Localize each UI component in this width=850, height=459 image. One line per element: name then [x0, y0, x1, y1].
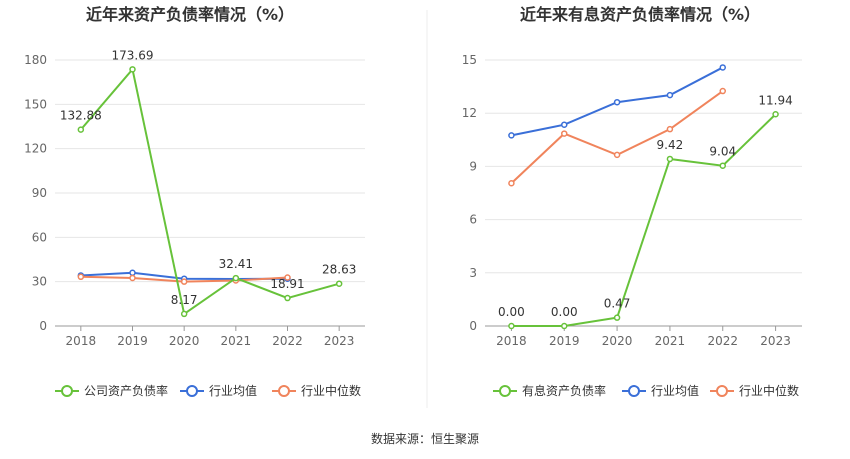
chart-title: 近年来资产负债率情况（%）	[86, 5, 294, 24]
series-line	[80, 67, 340, 316]
x-tick-label: 2021	[655, 334, 686, 348]
data-point	[180, 278, 188, 285]
x-tick-label: 2020	[169, 334, 200, 348]
data-label: 132.88	[60, 109, 102, 123]
data-point	[561, 130, 568, 137]
source-text: 数据来源：恒生聚源	[371, 431, 479, 446]
x-tick-label: 2023	[324, 334, 355, 348]
legend-label: 行业均值	[209, 383, 257, 398]
legend-label: 公司资产负债率	[84, 383, 168, 398]
data-point	[180, 310, 188, 318]
data-point	[77, 126, 85, 133]
data-point	[129, 66, 136, 73]
data-point	[77, 273, 85, 281]
data-point	[561, 322, 568, 330]
y-tick-label: 3	[469, 266, 477, 280]
y-tick-label: 12	[462, 106, 477, 120]
data-point	[719, 87, 726, 95]
data-point	[508, 132, 515, 139]
legend-swatch-marker	[628, 385, 640, 397]
data-label: 32.41	[219, 257, 253, 271]
data-point	[508, 322, 515, 330]
data-point	[508, 179, 515, 187]
legend-item[interactable]: 公司资产负债率	[55, 383, 168, 398]
data-point	[129, 269, 136, 277]
legend-swatch-marker	[499, 385, 511, 397]
x-tick-label: 2018	[496, 334, 527, 348]
legend-item[interactable]: 行业中位数	[272, 383, 361, 398]
y-tick-label: 60	[32, 230, 47, 244]
data-label: 173.69	[112, 48, 154, 62]
legend-label: 行业中位数	[301, 383, 361, 398]
x-tick-label: 2019	[117, 334, 148, 348]
data-point	[613, 151, 621, 159]
data-label: 0.00	[498, 305, 525, 319]
x-tick-label: 2018	[66, 334, 97, 348]
y-tick-label: 90	[32, 186, 47, 200]
legend-item[interactable]: 行业均值	[622, 383, 699, 398]
legend-item[interactable]: 行业均值	[180, 383, 257, 398]
y-tick-label: 180	[24, 53, 47, 67]
chart-title: 近年来有息资产负债率情况（%）	[520, 5, 760, 24]
data-point	[666, 91, 674, 99]
data-point	[719, 64, 726, 71]
x-tick-label: 2021	[221, 334, 252, 348]
data-point	[666, 125, 674, 133]
legend-item[interactable]: 行业中位数	[710, 383, 799, 398]
y-tick-label: 15	[462, 53, 477, 67]
x-tick-label: 2023	[760, 334, 791, 348]
legend-swatch-marker	[716, 385, 728, 397]
legend-item[interactable]: 有息资产负债率	[493, 383, 606, 398]
y-tick-label: 150	[24, 97, 47, 111]
x-tick-label: 2022	[707, 334, 738, 348]
data-label: 9.04	[709, 145, 736, 159]
data-label: 8.17	[171, 293, 198, 307]
x-tick-label: 2019	[549, 334, 580, 348]
data-point	[129, 274, 136, 282]
y-tick-label: 120	[24, 142, 47, 156]
y-tick-label: 6	[469, 213, 477, 227]
chart-interest-debt-ratio: 近年来有息资产负债率情况（%） 0 3 6 9 12 15 2018 2019 2020 2021…	[462, 5, 802, 398]
data-label: 9.42	[657, 138, 684, 152]
legend-swatch-marker	[278, 385, 290, 397]
x-tick-label: 2022	[272, 334, 303, 348]
series-line	[511, 113, 777, 327]
data-label: 28.63	[322, 263, 356, 277]
data-point	[284, 294, 291, 302]
data-point	[561, 121, 568, 128]
y-tick-label: 30	[32, 275, 47, 289]
data-point	[613, 314, 621, 321]
data-point	[719, 162, 726, 169]
data-point	[232, 274, 240, 282]
legend-label: 行业均值	[651, 383, 699, 398]
legend-swatch-marker	[61, 385, 73, 397]
x-tick-label: 2020	[602, 334, 633, 348]
y-tick-label: 9	[469, 159, 477, 173]
legend-label: 行业中位数	[739, 383, 799, 398]
data-point	[613, 98, 621, 106]
data-point	[666, 155, 674, 163]
data-point	[772, 111, 779, 118]
legend-label: 有息资产负债率	[522, 383, 606, 398]
data-label: 18.91	[270, 277, 304, 291]
data-point	[284, 274, 291, 281]
data-label: 11.94	[758, 93, 792, 107]
legend-swatch-marker	[186, 385, 198, 397]
data-label: 0.00	[551, 305, 578, 319]
data-point	[335, 280, 343, 287]
data-label: 0.47	[604, 297, 631, 311]
y-tick-label: 0	[39, 319, 47, 333]
chart-debt-ratio: 近年来资产负债率情况（%） 0 30 60 90 120 150 180 2018 2019 20…	[24, 5, 365, 398]
y-tick-label: 0	[469, 319, 477, 333]
